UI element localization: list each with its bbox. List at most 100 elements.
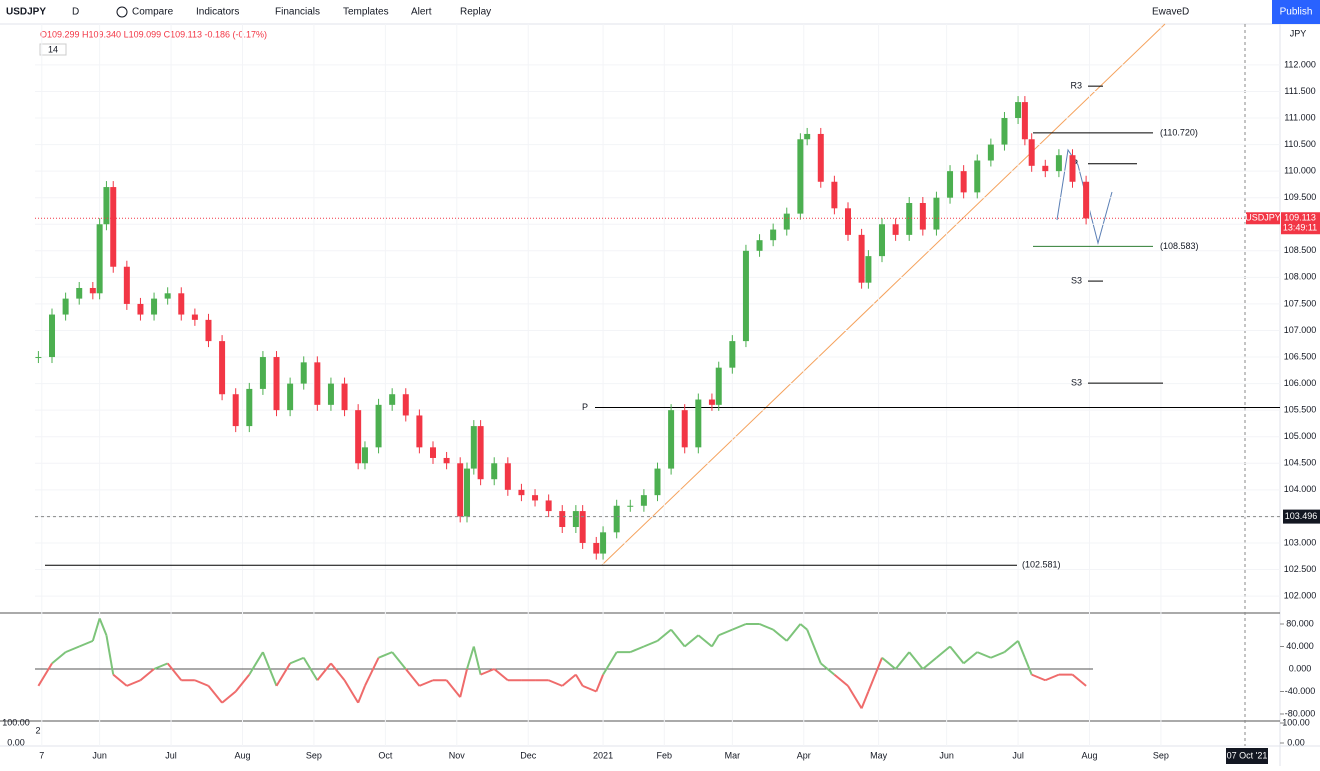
candle: [695, 399, 702, 448]
osc-segment: [98, 618, 108, 636]
replay[interactable]: Replay: [460, 7, 491, 18]
x-tick-label: Sep: [306, 750, 322, 760]
osc-segment: [405, 668, 421, 687]
panel-badge: 2: [35, 725, 40, 735]
candle: [906, 203, 913, 235]
alert[interactable]: Alert: [411, 7, 432, 18]
pivot-label: (102.581): [1022, 560, 1061, 570]
currency[interactable]: JPY: [1290, 28, 1307, 38]
osc-segment: [656, 628, 672, 642]
osc-segment: [772, 628, 788, 642]
candle: [327, 383, 334, 405]
candle: [668, 410, 675, 469]
templates[interactable]: Templates: [343, 7, 389, 18]
candle: [933, 197, 940, 230]
osc-segment: [990, 651, 1005, 659]
financials[interactable]: Financials: [275, 7, 320, 18]
x-tick-label: Nov: [449, 750, 466, 760]
osc-segment: [561, 673, 577, 687]
candle: [491, 463, 498, 480]
osc-segment: [976, 651, 992, 659]
interval[interactable]: D: [72, 7, 79, 18]
candle: [178, 293, 185, 315]
symbol[interactable]: USDJPY: [6, 7, 46, 18]
osc-segment: [1017, 640, 1026, 659]
y-tick-label: 111.500: [1284, 86, 1315, 96]
compare[interactable]: Compare: [132, 7, 174, 18]
candle: [742, 250, 749, 342]
candle: [35, 357, 42, 359]
crosshair-tag: [1283, 509, 1320, 524]
candle: [858, 234, 865, 283]
osc-segment: [445, 679, 461, 698]
x-tick-label: Oct: [378, 750, 393, 760]
y-tick-label: 103.000: [1284, 537, 1317, 547]
osc-segment: [166, 662, 183, 681]
osc-segment: [364, 657, 380, 687]
panel-tick-label: 100.00: [1282, 717, 1310, 727]
x-tick-label: Aug: [1082, 750, 1098, 760]
candle: [708, 399, 715, 405]
osc-segment: [894, 651, 910, 670]
candle: [1069, 155, 1076, 182]
osc-segment: [949, 645, 965, 665]
candle: [518, 489, 525, 496]
osc-segment: [105, 635, 115, 675]
y-tick-label: 107.000: [1284, 325, 1317, 335]
candle: [504, 463, 511, 490]
date-badge: 07 Oct '21: [1227, 750, 1268, 760]
osc-segment: [820, 662, 836, 676]
osc-segment: [697, 634, 713, 648]
toolbar: [0, 0, 1320, 24]
candle: [464, 468, 471, 517]
osc-segment: [330, 662, 346, 681]
candle: [219, 341, 226, 395]
candle: [715, 367, 722, 405]
x-tick-label: Apr: [797, 750, 811, 760]
publish[interactable]: Publish: [1280, 7, 1313, 18]
candle: [613, 505, 620, 533]
indicators[interactable]: Indicators: [196, 7, 239, 18]
osc-segment: [194, 679, 209, 687]
osc-segment: [419, 679, 434, 687]
candle: [1083, 181, 1090, 219]
osc-segment: [391, 651, 407, 670]
osc-segment: [275, 662, 291, 687]
y-tick-label: 111.000: [1284, 112, 1315, 122]
osc-segment: [91, 618, 101, 642]
osc-segment: [963, 651, 978, 665]
last-price-tag: [1281, 212, 1320, 235]
publish-button[interactable]: [1272, 0, 1320, 24]
last-price-symbol: USDJPY: [1245, 213, 1281, 223]
y-tick-label: 108.500: [1284, 245, 1317, 255]
candle: [1028, 139, 1035, 166]
x-tick-label: Dec: [520, 750, 537, 760]
candle: [355, 410, 362, 464]
candle: [470, 426, 477, 469]
candle: [844, 208, 851, 235]
crosshair-label: 103.496: [1285, 511, 1318, 521]
candle: [259, 357, 266, 389]
candle: [1015, 102, 1022, 119]
x-tick-label: Jun: [92, 750, 107, 760]
osc-segment: [153, 662, 169, 670]
pivot-label: R3: [1070, 81, 1082, 91]
pivot-label: P: [582, 402, 588, 412]
candle: [729, 341, 736, 368]
osc-segment: [575, 674, 584, 687]
osc-segment: [759, 623, 774, 631]
osc-segment: [316, 662, 332, 681]
osc-segment: [343, 679, 360, 704]
pivot-label: S3: [1071, 377, 1082, 387]
osc-segment: [37, 662, 53, 687]
candle: [232, 394, 239, 427]
candle: [1001, 118, 1008, 145]
layout-name[interactable]: EwaveD: [1152, 7, 1189, 18]
candle: [879, 224, 886, 257]
osc-tick-label: 80.000: [1286, 618, 1314, 628]
osc-segment: [582, 684, 597, 693]
osc-segment: [261, 651, 278, 687]
candle: [191, 314, 198, 320]
osc-segment: [847, 685, 863, 709]
